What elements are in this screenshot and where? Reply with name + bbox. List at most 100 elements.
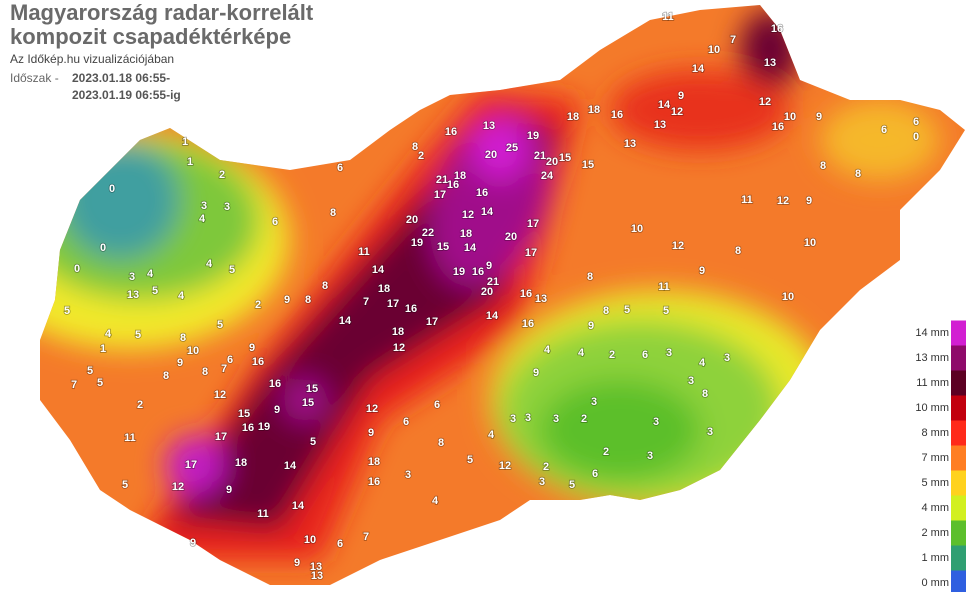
station-value: 15 [306, 383, 318, 395]
station-value: 19 [527, 130, 539, 142]
station-value: 12 [393, 342, 405, 354]
station-value: 16 [269, 378, 281, 390]
legend-label: 8 mm [922, 427, 950, 439]
legend-label: 10 mm [915, 402, 949, 414]
station-value: 18 [392, 326, 404, 338]
station-value: 8 [603, 305, 609, 317]
legend-swatch [951, 420, 966, 446]
station-value: 4 [147, 268, 154, 280]
station-value: 0 [913, 131, 919, 143]
station-value: 13 [624, 138, 636, 150]
station-value: 6 [913, 116, 919, 128]
station-value: 3 [647, 450, 653, 462]
station-value: 6 [272, 216, 278, 228]
subtitle: Az Időkép.hu vizualizációjában [10, 52, 174, 66]
station-value: 6 [592, 468, 598, 480]
station-value: 3 [201, 200, 207, 212]
station-value: 8 [412, 141, 418, 153]
station-value: 6 [403, 416, 409, 428]
station-value: 10 [187, 345, 199, 357]
station-value: 4 [199, 213, 206, 225]
legend-swatch [951, 445, 966, 471]
station-value: 20 [485, 149, 497, 161]
station-value: 21 [436, 174, 448, 186]
station-value: 18 [588, 104, 600, 116]
station-value: 3 [724, 352, 730, 364]
station-value: 21 [487, 276, 499, 288]
legend-swatch [951, 470, 966, 496]
legend-label: 5 mm [922, 477, 950, 489]
station-value: 7 [730, 34, 736, 46]
legend-label: 4 mm [922, 502, 950, 514]
period-label: Időszak - [10, 71, 59, 85]
station-value: 11 [257, 508, 269, 520]
station-value: 4 [544, 344, 551, 356]
station-value: 15 [559, 152, 571, 164]
legend-label: 13 mm [915, 352, 949, 364]
station-value: 15 [238, 408, 250, 420]
station-value: 17 [387, 298, 399, 310]
station-value: 11 [658, 281, 670, 293]
legend-swatch [951, 520, 966, 546]
station-value: 13 [764, 57, 776, 69]
station-value: 8 [702, 388, 708, 400]
station-value: 3 [525, 412, 531, 424]
station-value: 3 [405, 469, 411, 481]
legend-swatch [951, 495, 966, 521]
station-value: 8 [820, 160, 826, 172]
station-value: 5 [663, 305, 669, 317]
station-value: 0 [74, 263, 80, 275]
station-value: 19 [453, 266, 465, 278]
station-value: 9 [274, 404, 280, 416]
station-value: 5 [310, 436, 316, 448]
legend: 14 mm 13 mm 11 mm 10 mm 8 mm 7 mm 5 mm 4 mm 2 mm… [915, 320, 966, 592]
station-value: 2 [255, 299, 261, 311]
station-value: 25 [506, 142, 518, 154]
station-value: 5 [569, 479, 575, 491]
station-value: 22 [422, 227, 434, 239]
station-value: 8 [163, 370, 169, 382]
station-value: 12 [759, 96, 771, 108]
station-value: 10 [784, 111, 796, 123]
station-value: 3 [129, 271, 135, 283]
station-value: 7 [363, 296, 369, 308]
station-value: 6 [227, 354, 233, 366]
station-value: 8 [322, 280, 328, 292]
station-value: 3 [653, 416, 659, 428]
station-value: 14 [481, 206, 494, 218]
station-value: 16 [771, 23, 783, 35]
station-value: 10 [708, 44, 720, 56]
station-value: 3 [688, 375, 694, 387]
station-value: 2 [418, 150, 424, 162]
station-value: 9 [806, 195, 812, 207]
station-value: 3 [591, 396, 597, 408]
station-value: 2 [609, 349, 615, 361]
station-value: 7 [363, 531, 369, 543]
station-value: 2 [603, 446, 609, 458]
station-value: 18 [454, 170, 466, 182]
legend-label: 14 mm [915, 327, 949, 339]
station-value: 18 [368, 456, 380, 468]
period-end: 2023.01.19 06:55-ig [72, 88, 181, 102]
station-value: 9 [177, 357, 183, 369]
station-value: 5 [122, 479, 128, 491]
station-value: 17 [426, 316, 438, 328]
station-value: 20 [406, 214, 418, 226]
station-value: 6 [337, 162, 343, 174]
station-value: 16 [242, 422, 254, 434]
station-value: 12 [672, 240, 684, 252]
station-value: 1 [187, 156, 193, 168]
station-value: 20 [546, 156, 558, 168]
station-value: 14 [658, 99, 671, 111]
station-value: 9 [294, 557, 300, 569]
station-value: 10 [804, 237, 816, 249]
legend-label: 0 mm [922, 577, 950, 589]
station-value: 16 [522, 318, 534, 330]
station-value: 10 [631, 223, 643, 235]
station-value: 8 [438, 437, 444, 449]
station-value: 5 [467, 454, 473, 466]
station-value: 14 [339, 315, 352, 327]
station-value: 19 [411, 237, 423, 249]
station-value: 16 [368, 476, 380, 488]
